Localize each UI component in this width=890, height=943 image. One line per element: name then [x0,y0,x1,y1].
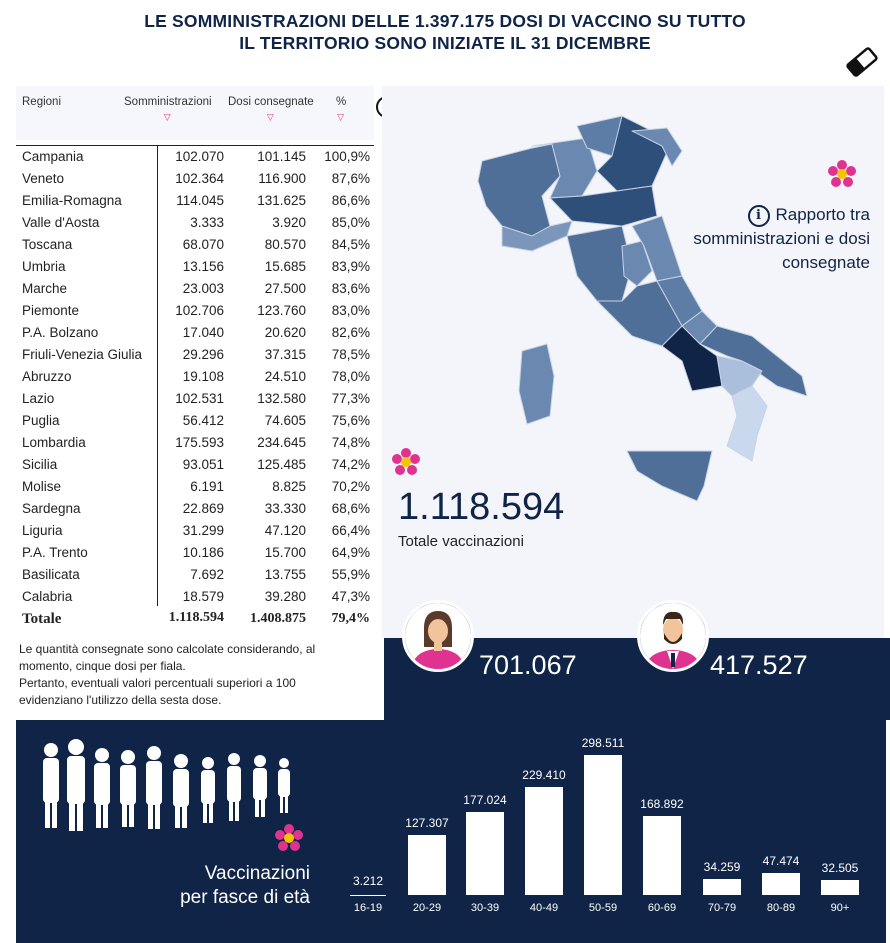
age-tick-label: 16-19 [353,902,383,914]
table-row[interactable]: Liguria 31.299 47.120 66,4% [22,523,370,538]
age-bar[interactable] [703,879,741,895]
age-tick-label: 70-79 [707,902,737,914]
bar-value-label: 47.474 [762,854,800,868]
table-row[interactable]: Toscana 68.070 80.570 84,5% [22,237,370,252]
table-row[interactable]: Veneto 102.364 116.900 87,6% [22,171,370,186]
info-icon[interactable]: i [747,205,770,227]
age-bar[interactable] [525,787,563,895]
header-doses[interactable]: Dosi consegnate ▽ [228,96,314,122]
flower-icon [392,448,420,475]
age-tick-label: 80-89 [766,902,796,914]
female-vaccinations: 701.067 [479,650,577,680]
region-puglia [699,325,808,397]
flower-icon [275,824,303,851]
total-vaccinations-value: 1.118.594 [398,486,565,528]
age-bar[interactable] [408,835,446,895]
table-row[interactable]: P.A. Bolzano 17.040 20.620 82,6% [22,325,370,340]
age-chart-title-line-1: Vaccinazioni [204,863,310,884]
age-bar[interactable] [466,812,504,895]
table-row[interactable]: Sardegna 22.869 33.330 68,6% [22,501,370,516]
page-title: LE SOMMINISTRAZIONI DELLE 1.397.175 DOSI… [60,10,830,54]
note-line-1: Le quantità consegnate sono calcolate co… [19,642,316,673]
table-row[interactable]: Lombardia 175.593 234.645 74,8% [22,435,370,450]
region-sicilia [626,450,713,502]
table-column-divider [157,146,158,606]
title-line-1: LE SOMMINISTRAZIONI DELLE 1.397.175 DOSI… [144,11,746,31]
table-row[interactable]: Puglia 56.412 74.605 75,6% [22,413,370,428]
table-divider [16,145,374,146]
table-header: Regioni Somministrazioni ▽ Dosi consegnat… [16,86,374,140]
bar-value-label: 298.511 [581,736,625,750]
note-line-2: Pertanto, eventuali valori percentuali s… [19,676,296,707]
table-row[interactable]: Molise 6.191 8.825 70,2% [22,479,370,494]
woman-avatar-icon [402,600,474,672]
bar-value-label: 3.212 [352,874,384,888]
table-total-row: Totale 1.118.594 1.408.875 79,4% [22,610,370,628]
sort-arrow-icon[interactable]: ▽ [163,112,171,122]
age-bar[interactable] [762,873,800,895]
table-row[interactable]: Emilia-Romagna 114.045 131.625 86,6% [22,193,370,208]
crowd-illustration [43,739,290,831]
table-row[interactable]: Marche 23.003 27.500 83,6% [22,281,370,296]
flower-icon [828,160,856,187]
age-tick-label: 60-69 [647,902,677,914]
table-row[interactable]: Campania 102.070 101.145 100,9% [22,149,370,164]
bar-value-label: 229.410 [522,768,566,782]
table-row[interactable]: Umbria 13.156 15.685 83,9% [22,259,370,274]
table-row[interactable]: Abruzzo 19.108 24.510 78,0% [22,369,370,384]
table-row[interactable]: Lazio 102.531 132.580 77,3% [22,391,370,406]
region-calabria [726,385,768,462]
region-emilia [549,185,658,227]
male-vaccinations: 417.527 [710,650,808,680]
bar-value-label: 168.892 [640,797,684,811]
age-chart-panel [16,720,886,943]
region-friuli [631,127,683,167]
header-pct[interactable]: % ▽ [336,96,347,122]
age-bar[interactable] [643,816,681,895]
table-row[interactable]: Calabria 18.579 39.280 47,3% [22,589,370,604]
eraser-icon[interactable] [844,46,880,78]
age-tick-label: 90+ [830,902,850,914]
header-administrations[interactable]: Somministrazioni ▽ [124,96,212,122]
region-liguria [501,220,573,252]
chart-baseline [350,895,386,896]
man-avatar-icon [637,600,709,672]
bar-value-label: 127.307 [405,816,449,830]
regions-table: Campania 102.070 101.145 100,9% Veneto 102.3… [16,146,376,638]
title-line-2: IL TERRITORIO SONO INIZIATE IL 31 DICEMB… [239,33,651,53]
table-row[interactable]: P.A. Trento 10.186 15.700 64,9% [22,545,370,560]
table-row[interactable]: Basilicata 7.692 13.755 55,9% [22,567,370,582]
region-sardegna [518,343,555,425]
ratio-legend: i Rapporto tra somministrazioni e dosi co… [690,203,870,275]
bar-value-label: 34.259 [703,860,741,874]
age-bar[interactable] [821,880,859,895]
age-bar[interactable] [584,755,622,895]
region-toscana [566,225,633,302]
bar-value-label: 177.024 [463,793,507,807]
age-chart-title: Vaccinazioni per fasce di età [150,862,310,910]
header-regions[interactable]: Regioni [22,96,61,108]
region-umbria [621,240,653,287]
age-tick-label: 30-39 [470,902,500,914]
age-tick-label: 20-29 [412,902,442,914]
total-vaccinations-label: Totale vaccinazioni [398,533,524,550]
region-north-west [477,143,561,237]
age-tick-label: 50-59 [588,902,618,914]
sort-arrow-icon[interactable]: ▽ [266,112,274,122]
table-row[interactable]: Piemonte 102.706 123.760 83,0% [22,303,370,318]
bar-value-label: 32.505 [821,861,859,875]
table-row[interactable]: Friuli-Venezia Giulia 29.296 37.315 78,5% [22,347,370,362]
age-tick-label: 40-49 [529,902,559,914]
italy-map[interactable] [382,86,884,638]
table-note: Le quantità consegnate sono calcolate co… [19,641,359,709]
ratio-label: Rapporto tra somministrazioni e dosi con… [693,205,870,272]
table-row[interactable]: Sicilia 93.051 125.485 74,2% [22,457,370,472]
table-row[interactable]: Valle d'Aosta 3.333 3.920 85,0% [22,215,370,230]
sort-arrow-icon[interactable]: ▽ [337,112,345,122]
age-chart-title-line-2: per fasce di età [180,887,310,908]
